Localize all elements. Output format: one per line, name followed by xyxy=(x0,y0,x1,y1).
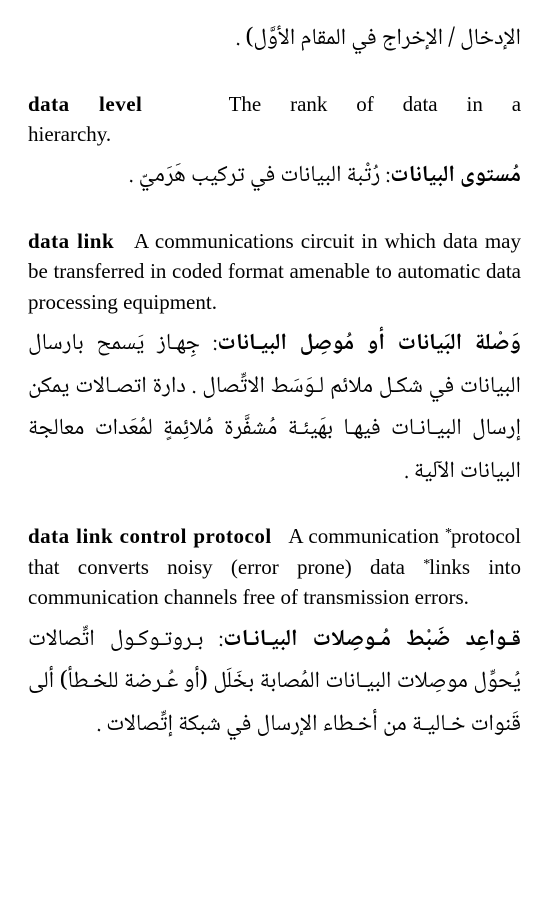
arabic-body-text: الإدخال / الإخراج في المقام الأوَّل) . xyxy=(236,19,521,59)
term-english: data level xyxy=(28,92,142,116)
term-english: data link control protocol xyxy=(28,524,272,548)
definition-arabic: مُستوى البيانات: رُتْبة البيانات في تركي… xyxy=(28,155,521,198)
dictionary-entry: الإدخال / الإخراج في المقام الأوَّل) . xyxy=(28,18,521,61)
definition-english: data link control protocol A communicati… xyxy=(28,521,521,612)
definition-arabic: وَصْلة البَيانات أو مُوصِل البيـانات: جِ… xyxy=(28,323,521,493)
dictionary-entry: data link control protocol A communicati… xyxy=(28,521,521,746)
term-arabic: وَصْلة البَيانات أو مُوصِل البيـانات xyxy=(217,324,521,364)
definition-english: data link A communications circuit in wh… xyxy=(28,226,521,317)
definition-arabic: الإدخال / الإخراج في المقام الأوَّل) . xyxy=(28,18,521,61)
dictionary-entry: data link A communications circuit in wh… xyxy=(28,226,521,494)
term-english: data link xyxy=(28,229,114,253)
term-arabic: مُستوى البيانات xyxy=(390,156,521,196)
definition-english: data level The rank of data in a hierarc… xyxy=(28,89,521,150)
definition-arabic: قـواعِد ضَبْط مُـوصِلات البيـانـات: بـرو… xyxy=(28,619,521,747)
term-arabic: قـواعِد ضَبْط مُـوصِلات البيـانـات xyxy=(223,620,521,660)
dictionary-entry: data level The rank of data in a hierarc… xyxy=(28,89,521,198)
arabic-body-text: : رُتْبة البيانات في تركيب هَرَميّ . xyxy=(129,156,390,196)
